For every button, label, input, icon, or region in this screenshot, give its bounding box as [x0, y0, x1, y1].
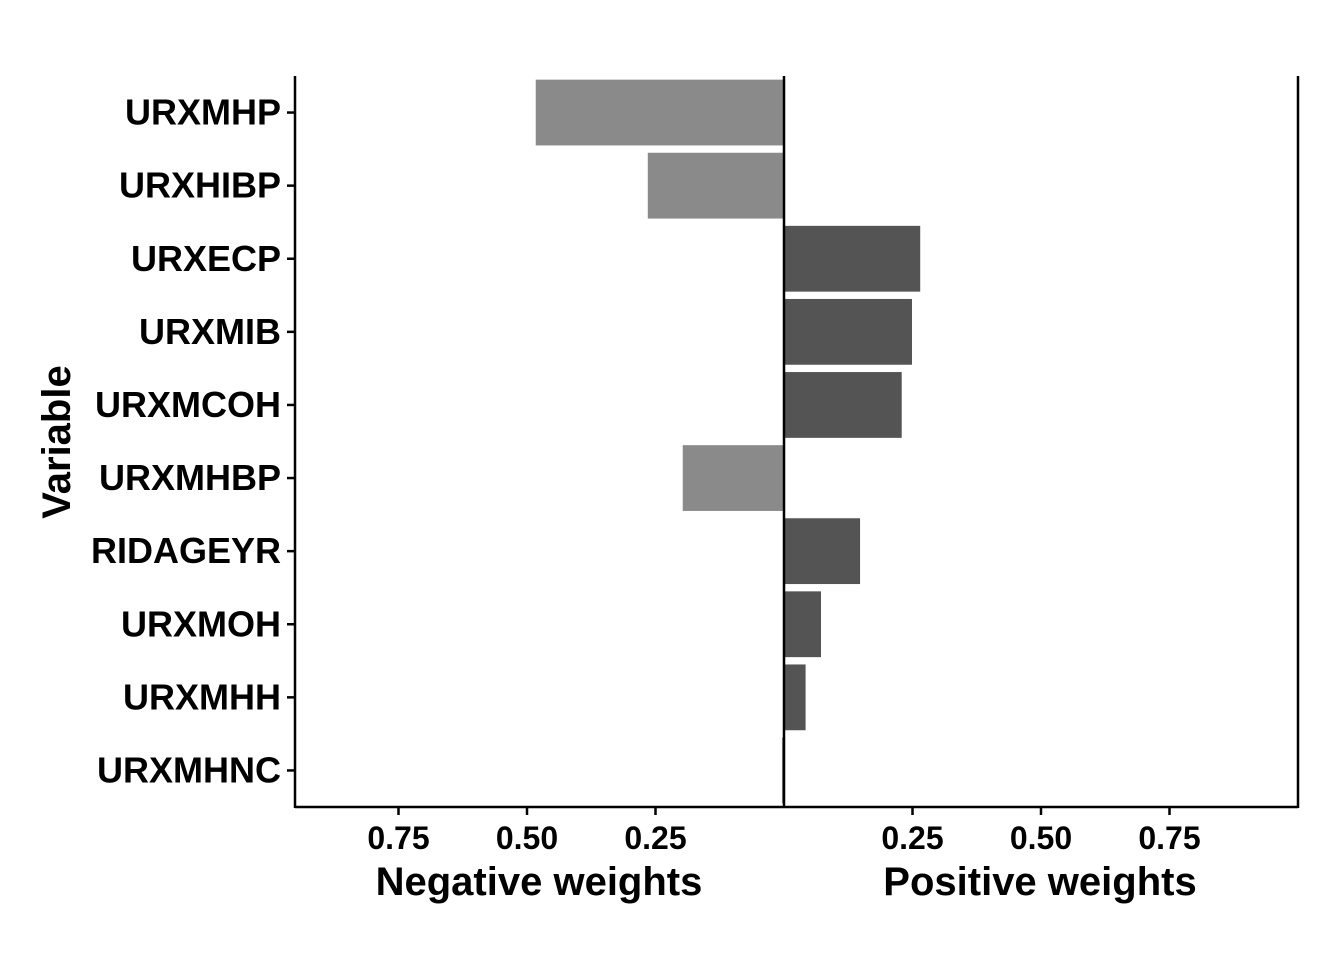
bar-urxhibp — [647, 152, 784, 219]
x-tick-label: 0.50 — [1010, 820, 1072, 856]
y-tick-label: URXHIBP — [119, 165, 281, 206]
bar-urxmhbp — [682, 445, 784, 511]
x-tick-label: 0.75 — [1138, 820, 1200, 856]
x-tick-label: 0.25 — [624, 820, 686, 856]
y-tick-label: RIDAGEYR — [91, 530, 281, 571]
bars-group — [535, 79, 921, 804]
y-axis-title: Variable — [35, 365, 79, 518]
bar-urxmcoh — [784, 372, 902, 438]
y-tick-label: URXMHNC — [97, 749, 281, 790]
y-tick-label: URXMCOH — [95, 384, 281, 425]
y-tick-label: URXMIB — [139, 311, 281, 352]
bar-ridageyr — [784, 518, 861, 585]
bar-urxmhh — [784, 664, 806, 731]
y-tick-label: URXMHH — [123, 676, 281, 717]
y-tick-label: URXMHBP — [99, 457, 281, 498]
y-ticks-group: URXMHP URXHIBP URXECP URXMIB URXMCOH URXMHBP R… — [91, 92, 295, 790]
positive-weights-title: Positive weights — [883, 860, 1196, 904]
negative-weights-title: Negative weights — [376, 860, 703, 904]
y-tick-label: URXMOH — [121, 603, 281, 644]
bar-urxmoh — [784, 591, 822, 658]
bar-urxecp — [784, 225, 921, 292]
y-tick-label: URXECP — [131, 238, 281, 279]
x-tick-label: 0.50 — [496, 820, 558, 856]
bar-urxmib — [784, 298, 912, 365]
bar-urxmhp — [535, 79, 784, 146]
x-tick-label: 0.75 — [367, 820, 429, 856]
x-ticks-group: 0.75 0.50 0.25 0.25 0.50 0.75 — [367, 807, 1201, 856]
x-tick-label: 0.25 — [881, 820, 943, 856]
y-tick-label: URXMHP — [125, 92, 281, 133]
